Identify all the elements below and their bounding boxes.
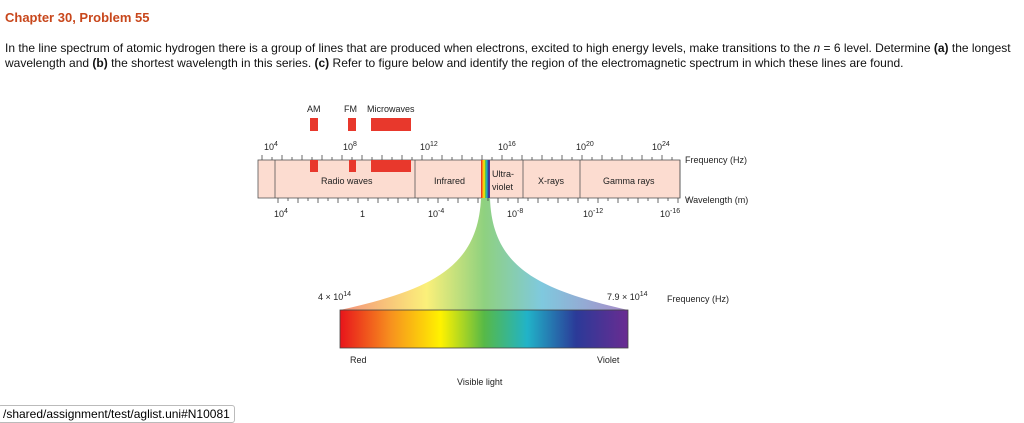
dividers: [274, 160, 681, 198]
text: (c): [314, 55, 330, 70]
tick-label: 10-12: [583, 208, 603, 219]
band-label: Radio waves: [321, 176, 373, 186]
am-band: [310, 160, 318, 172]
axis-title: Frequency (Hz): [667, 294, 729, 304]
freq-label: 7.9 × 1014: [607, 291, 648, 302]
text: 10: [343, 142, 353, 152]
text: (a): [933, 41, 949, 55]
text: -12: [593, 208, 603, 215]
tick-label: 1020: [576, 141, 594, 152]
text: -4: [438, 208, 444, 215]
text: 4 × 10: [318, 292, 343, 302]
text: 4: [284, 208, 288, 215]
text: 16: [508, 141, 516, 148]
visible-bar: [339, 309, 629, 349]
problem-text: In the line spectrum of atomic hydrogen …: [5, 41, 1015, 70]
text: 10: [660, 209, 670, 219]
label: Microwaves: [367, 104, 415, 114]
text: 14: [640, 291, 648, 298]
band-label: Infrared: [434, 176, 465, 186]
label: Red: [350, 355, 367, 365]
am-band: [310, 118, 318, 131]
axis-title: Frequency (Hz): [685, 155, 747, 165]
tick-label: 1024: [652, 141, 670, 152]
text: 10: [264, 142, 274, 152]
tick-label: 104: [264, 141, 278, 152]
microwave-band: [371, 160, 411, 172]
axis-title: Wavelength (m): [685, 195, 748, 205]
text: 1: [360, 209, 365, 219]
tick-label: 108: [343, 141, 357, 152]
text: 8: [353, 141, 357, 148]
tick-label: 10-16: [660, 208, 680, 219]
band-label: violet: [492, 182, 514, 192]
text: 10: [274, 209, 284, 219]
text: 24: [662, 141, 670, 148]
text: In the line spectrum of atomic hydrogen …: [5, 41, 814, 55]
text: n: [813, 41, 821, 55]
text: 10: [420, 142, 430, 152]
text: 10: [498, 142, 508, 152]
spectrum-band: [257, 159, 681, 199]
tick-label: 1: [360, 209, 365, 219]
text: 10: [507, 209, 517, 219]
text: Refer to figure below and identify the r…: [329, 55, 904, 70]
visible-cone: [340, 198, 628, 310]
text: 20: [586, 141, 594, 148]
text: 14: [343, 291, 351, 298]
axis-ticks: [261, 155, 689, 203]
band-label: X-rays: [538, 176, 565, 186]
tick-label: 1012: [420, 141, 438, 152]
fm-band: [348, 118, 356, 131]
label: Violet: [597, 355, 620, 365]
title: Chapter 30, Problem 55: [5, 10, 150, 25]
tick-label: 1016: [498, 141, 516, 152]
tick-label: 104: [274, 208, 288, 219]
text: -8: [517, 208, 523, 215]
text: 7.9 × 10: [607, 292, 640, 302]
text: the longest wavelength and: [5, 41, 1011, 70]
text: 10: [428, 209, 438, 219]
band-label: Ultra-: [492, 169, 514, 179]
label: AM: [307, 104, 321, 114]
text: = 6 level. Determine: [820, 41, 934, 55]
microwave-band: [371, 118, 411, 131]
text: (b): [92, 55, 108, 70]
freq-label: 4 × 1014: [318, 291, 351, 302]
text: -16: [670, 208, 680, 215]
url-field[interactable]: /shared/assignment/test/aglist.uni#N1008…: [0, 405, 235, 423]
spectrum-figure: AM FM Microwaves Frequency (Hz) Waveleng…: [257, 104, 748, 387]
text: 10: [583, 209, 593, 219]
tick-label: 10-8: [507, 208, 523, 219]
caption: Visible light: [457, 377, 503, 387]
label: FM: [344, 104, 357, 114]
text: 12: [430, 141, 438, 148]
text: 10: [652, 142, 662, 152]
fm-band: [349, 160, 356, 172]
text: 4: [274, 141, 278, 148]
text: the shortest wavelength in this series.: [107, 55, 315, 70]
text: 10: [576, 142, 586, 152]
visible-strip: [481, 160, 490, 198]
band-label: Gamma rays: [603, 176, 655, 186]
tick-label: 10-4: [428, 208, 444, 219]
